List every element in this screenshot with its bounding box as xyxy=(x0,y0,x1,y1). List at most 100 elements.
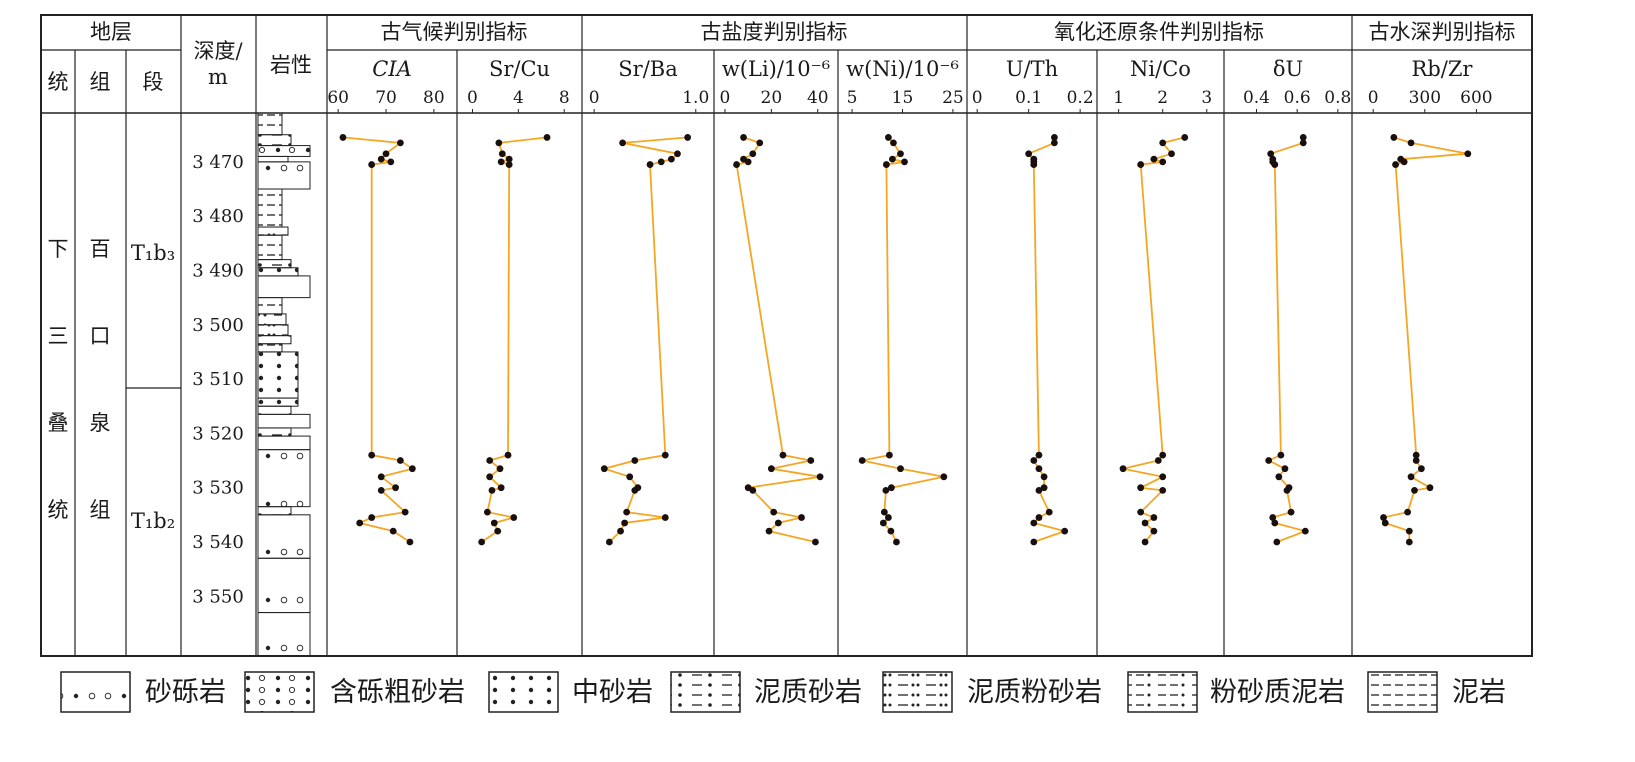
data-point xyxy=(1045,508,1053,516)
panel-label: Ni/Co xyxy=(1130,57,1191,81)
data-point xyxy=(1267,150,1275,158)
data-point xyxy=(1150,155,1158,163)
tick-label: 3 xyxy=(1201,88,1212,108)
data-point xyxy=(1273,538,1281,546)
lithology-layer xyxy=(257,155,289,163)
data-point xyxy=(882,486,890,494)
lithology-layer xyxy=(257,259,292,269)
data-point xyxy=(1030,519,1038,527)
data-point xyxy=(623,508,631,516)
data-point xyxy=(1025,150,1033,158)
data-point xyxy=(901,158,908,166)
data-point xyxy=(1050,139,1058,147)
tick-label: 2 xyxy=(1157,88,1168,108)
data-point xyxy=(478,538,486,546)
data-point xyxy=(626,473,634,481)
data-point xyxy=(744,158,752,166)
data-point xyxy=(377,486,385,494)
data-point xyxy=(1150,527,1158,535)
panel-label: Sr/Ba xyxy=(618,57,677,81)
data-point xyxy=(1390,134,1398,141)
data-point xyxy=(1030,538,1038,546)
data-point xyxy=(486,473,494,481)
tick-label: 0.8 xyxy=(1324,88,1351,108)
lithology-layer xyxy=(257,145,311,157)
data-point xyxy=(890,139,897,147)
legend-item: 粉砂质泥岩 xyxy=(1127,671,1345,713)
data-point xyxy=(490,519,498,527)
data-point xyxy=(483,508,491,516)
data-point xyxy=(1154,457,1162,464)
panel-label: Sr/Cu xyxy=(489,57,550,81)
tick-label: 1.0 xyxy=(682,88,709,108)
lithology-layer xyxy=(257,297,283,315)
legend-label: 泥质粉砂岩 xyxy=(967,677,1102,708)
data-point xyxy=(1035,465,1043,473)
data-point xyxy=(631,457,639,464)
data-point xyxy=(1030,161,1038,168)
data-point xyxy=(816,473,824,481)
data-point xyxy=(495,139,503,147)
data-point xyxy=(1271,519,1279,527)
series-line xyxy=(1122,136,1185,543)
tick-label: 8 xyxy=(559,88,570,108)
lithology-layer xyxy=(257,267,299,277)
depth-tick-label: 3 550 xyxy=(192,586,244,607)
panel-label: w(Li)/10⁻⁶ xyxy=(722,57,830,81)
tick-label: 0 xyxy=(1368,88,1379,108)
tick-label: 0.2 xyxy=(1067,88,1094,108)
data-point xyxy=(498,150,506,158)
legend-swatch xyxy=(488,671,559,713)
data-point xyxy=(505,155,513,163)
lithology-layer xyxy=(257,612,311,657)
legend-label: 泥质砂岩 xyxy=(754,677,862,708)
member-upper-label: T₁b₃ xyxy=(131,241,175,265)
panel-5: U/Th 0 0.1 0.2 xyxy=(972,57,1094,546)
data-point xyxy=(684,134,692,141)
panel-label: w(Ni)/10⁻⁶ xyxy=(846,57,959,81)
data-point xyxy=(1412,451,1420,459)
tick-label: 0 xyxy=(972,88,983,108)
tick-label: 40 xyxy=(807,88,829,108)
tick-label: 15 xyxy=(892,88,914,108)
lithology-layer xyxy=(257,134,292,147)
tick-label: 300 xyxy=(1409,88,1441,108)
data-point xyxy=(401,508,409,516)
data-point xyxy=(631,486,639,494)
data-point xyxy=(897,465,904,473)
depth-tick-label: 3 540 xyxy=(192,532,244,553)
panel-4: w(Ni)/10⁻⁶ 5 15 25 xyxy=(846,57,964,546)
data-point xyxy=(1137,508,1145,516)
tick-label: 4 xyxy=(513,88,524,108)
data-point xyxy=(1141,538,1149,546)
data-point xyxy=(740,134,747,141)
data-point xyxy=(1405,527,1413,535)
data-point xyxy=(1283,486,1291,494)
system-char: 下 xyxy=(48,237,69,261)
header-group-redox: 氧化还原条件判别指标 xyxy=(1054,20,1264,44)
data-point xyxy=(897,150,904,158)
data-point xyxy=(1040,484,1048,492)
data-point xyxy=(889,155,896,163)
system-char: 三 xyxy=(48,324,69,348)
data-point xyxy=(619,139,626,147)
data-point xyxy=(497,158,505,166)
data-point xyxy=(1040,473,1048,481)
data-point xyxy=(798,514,805,521)
lithology-layer xyxy=(257,427,292,437)
data-point xyxy=(510,514,518,521)
lithology-layer xyxy=(257,514,311,559)
panel-2: Sr/Ba 0 1.0 xyxy=(589,57,709,546)
legend-item: 砂砾岩 xyxy=(60,671,226,713)
series-line xyxy=(862,136,944,543)
data-point xyxy=(767,465,775,473)
data-point xyxy=(888,484,895,492)
series-line xyxy=(481,136,548,543)
tick-label: 0 xyxy=(589,88,600,108)
data-point xyxy=(1271,161,1279,168)
data-point xyxy=(406,538,414,546)
tick-label: 0 xyxy=(467,88,478,108)
data-point xyxy=(1299,134,1307,141)
lithology-layer xyxy=(257,397,299,407)
data-point xyxy=(880,508,888,516)
